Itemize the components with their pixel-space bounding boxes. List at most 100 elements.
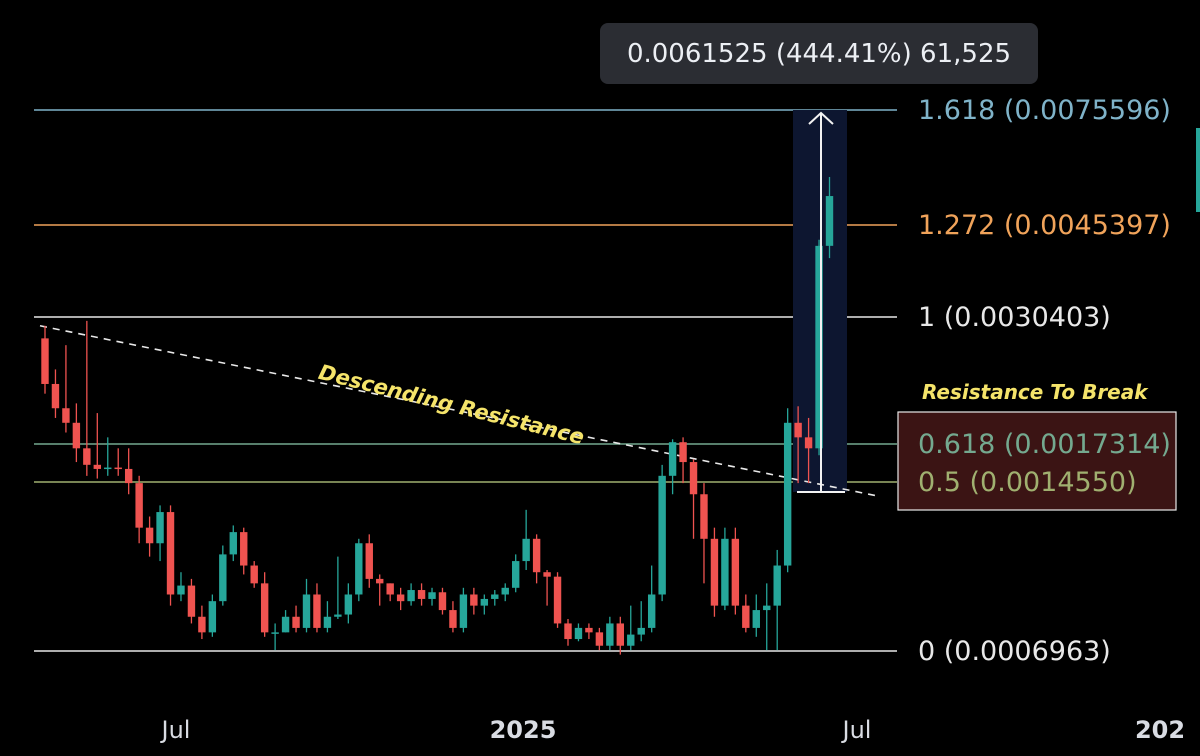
candle-body bbox=[627, 634, 635, 646]
candle-body bbox=[156, 512, 164, 544]
candle bbox=[51, 369, 60, 418]
candle-body bbox=[647, 594, 656, 628]
candle-body bbox=[679, 442, 687, 463]
candle-body bbox=[637, 627, 645, 635]
x-axis: Jul 2025 Jul 202 bbox=[160, 716, 1186, 744]
candle-body bbox=[480, 598, 489, 606]
candle-body bbox=[250, 565, 258, 584]
candle-body bbox=[438, 592, 447, 611]
candle-body bbox=[585, 627, 593, 633]
candle-body bbox=[177, 585, 185, 595]
candle bbox=[512, 554, 520, 593]
candle-body bbox=[240, 532, 248, 566]
candle bbox=[292, 605, 300, 633]
candle-body bbox=[773, 565, 781, 606]
candle-body bbox=[208, 601, 217, 633]
candle bbox=[815, 239, 823, 456]
candle-body bbox=[145, 527, 154, 544]
candle-body bbox=[41, 338, 49, 384]
candle bbox=[804, 417, 813, 484]
candle bbox=[417, 583, 426, 606]
fib-label-1-618: 1.618 (0.0075596) bbox=[918, 95, 1171, 126]
candle bbox=[585, 623, 593, 640]
candle bbox=[145, 516, 154, 557]
candle bbox=[187, 578, 196, 624]
candle bbox=[177, 572, 185, 602]
candle bbox=[313, 583, 321, 633]
candle-body bbox=[522, 538, 530, 562]
resistance-zone bbox=[897, 411, 1177, 511]
candle-body bbox=[742, 605, 750, 628]
candle-body bbox=[166, 512, 175, 595]
candle bbox=[543, 569, 551, 606]
candle bbox=[752, 594, 760, 637]
candle bbox=[825, 177, 834, 259]
candle bbox=[470, 587, 478, 615]
candle bbox=[250, 561, 258, 588]
candle-body bbox=[219, 554, 227, 602]
candle-body bbox=[93, 464, 101, 469]
candle bbox=[83, 320, 91, 476]
candle bbox=[104, 437, 112, 476]
measure-arrow bbox=[797, 111, 845, 494]
candle-body bbox=[428, 592, 436, 599]
candle bbox=[407, 583, 415, 606]
resistance-box bbox=[897, 411, 1177, 511]
candle bbox=[574, 623, 583, 642]
candle bbox=[166, 505, 175, 606]
candle bbox=[302, 578, 311, 633]
candles bbox=[41, 177, 834, 655]
x-tick-label: 2025 bbox=[490, 716, 557, 744]
measure-tooltip: 0.0061525 (444.41%) 61,525 bbox=[600, 23, 1038, 84]
candle bbox=[627, 605, 635, 651]
candle-body bbox=[543, 572, 551, 577]
candle-body bbox=[532, 538, 541, 573]
candle-body bbox=[281, 616, 290, 633]
candle-body bbox=[135, 483, 143, 528]
candle bbox=[449, 601, 457, 633]
candle bbox=[344, 583, 353, 624]
candle bbox=[396, 587, 405, 611]
candle-body bbox=[815, 245, 823, 449]
candle-body bbox=[344, 594, 353, 615]
candle bbox=[658, 464, 666, 602]
candle bbox=[219, 545, 227, 606]
candle-body bbox=[313, 594, 321, 628]
candle bbox=[553, 572, 562, 628]
candle-body bbox=[470, 594, 478, 606]
candle bbox=[783, 408, 792, 573]
candle-body bbox=[553, 576, 562, 624]
candle-body bbox=[407, 590, 415, 602]
scrollbar-indicator[interactable] bbox=[1196, 128, 1200, 212]
candle bbox=[260, 572, 269, 637]
candle-body bbox=[187, 585, 196, 617]
candle bbox=[41, 325, 49, 394]
candle-body bbox=[668, 442, 677, 476]
candle bbox=[281, 610, 290, 633]
fib-label-0-618: 0.618 (0.0017314) bbox=[918, 429, 1171, 460]
candle bbox=[491, 590, 499, 606]
candle-body bbox=[459, 594, 468, 628]
candle bbox=[689, 459, 698, 539]
candle bbox=[710, 527, 719, 617]
candle-body bbox=[114, 467, 122, 470]
candle-body bbox=[564, 623, 572, 640]
candle-body bbox=[721, 538, 729, 606]
candle bbox=[355, 538, 363, 602]
candle-body bbox=[606, 623, 614, 646]
candle-body bbox=[512, 561, 520, 588]
candle-body bbox=[271, 632, 279, 634]
candle-body bbox=[710, 538, 719, 606]
candle bbox=[700, 483, 708, 584]
candle bbox=[72, 403, 81, 463]
candle-body bbox=[376, 578, 384, 584]
candle-body bbox=[825, 196, 834, 246]
candle-body bbox=[302, 594, 311, 628]
candle bbox=[198, 605, 206, 640]
candle bbox=[637, 601, 645, 642]
candle bbox=[428, 587, 436, 606]
candle-body bbox=[501, 587, 509, 595]
candle-body bbox=[689, 462, 698, 495]
resistance-to-break-label: Resistance To Break bbox=[922, 380, 1148, 404]
